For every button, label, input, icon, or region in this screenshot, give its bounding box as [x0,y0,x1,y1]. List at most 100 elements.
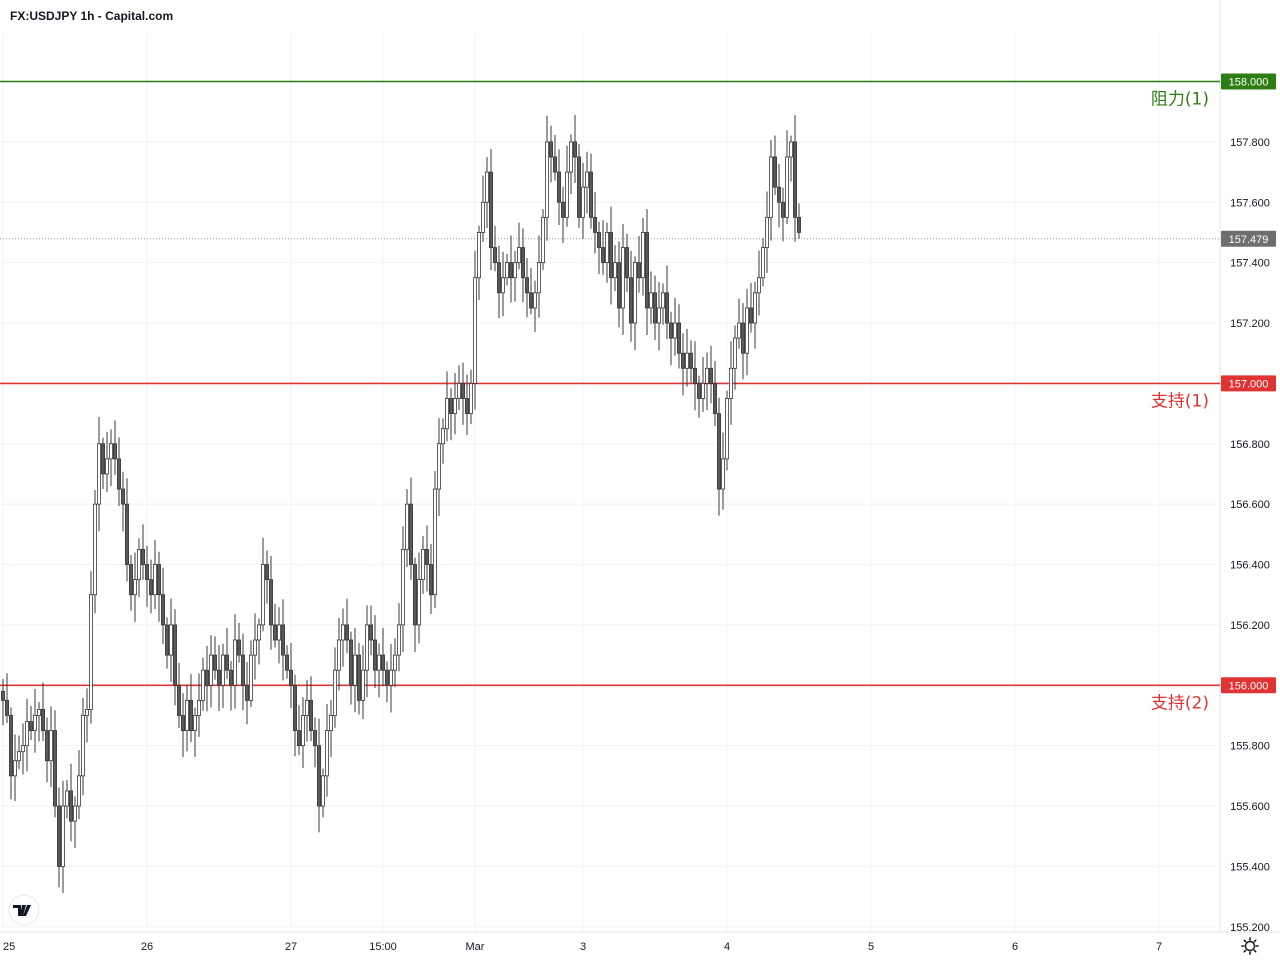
candle [105,432,110,492]
candle-body [140,549,145,565]
candle [148,559,153,614]
candle-body [172,624,177,686]
candle [336,617,341,691]
candle-body [136,549,141,581]
candle-body [148,579,153,596]
candle-body [701,382,706,399]
candle [324,704,329,797]
candle-body [113,443,118,460]
candle [689,340,694,383]
candle-body [364,624,369,671]
candle [573,114,578,183]
candle [256,618,261,665]
candle-body [645,232,650,309]
candle-body [188,699,193,731]
candle [61,780,66,893]
candle-body [105,458,110,475]
candle [629,250,634,342]
candle-body [328,715,333,731]
candle-body [384,669,389,686]
candle-body [268,579,273,626]
current-price-tag [1221,230,1276,247]
candle-body [5,699,10,716]
candle [372,615,377,688]
y-tick-label: 157.400 [1230,258,1270,270]
candle-body [452,398,457,414]
candle [121,471,126,532]
candle-body [641,232,646,279]
candle-body [793,141,798,218]
candle-body [216,669,221,686]
candle-body [200,669,205,701]
candle [480,175,485,243]
candle [713,361,718,427]
x-tick-label: 15:00 [369,941,397,953]
candle-body [12,760,17,777]
candle [224,627,229,679]
candle [581,163,586,239]
candle-body [24,721,29,747]
candle [0,679,6,726]
candle [73,796,78,848]
candle-body [545,141,550,218]
candle-body [304,699,309,716]
level-price-tag [1221,73,1276,90]
candle-body [224,654,229,671]
candle [785,130,790,225]
candle-body [761,247,766,279]
candle-body [168,624,173,656]
candle-body [593,216,598,233]
candle [432,470,437,609]
gear-icon[interactable] [1241,937,1259,955]
candle-body [565,171,570,218]
candle-body [8,715,13,777]
candle-body [765,216,770,248]
level-price-tag [1221,677,1276,694]
candle-body [312,730,317,747]
candle [697,375,702,418]
candle [416,552,421,644]
candle [364,605,369,698]
candle [192,707,197,757]
candle [164,617,169,669]
candle [264,550,269,604]
candle-body [753,292,758,324]
candle [236,622,241,663]
candle [613,245,618,291]
candle-body [152,564,157,596]
candle-body [61,805,66,867]
grid [0,0,1280,933]
candle [488,149,493,271]
tradingview-logo-icon[interactable] [8,894,40,926]
candle-body [28,721,33,731]
candle [24,698,29,772]
candle-body [388,669,393,686]
candle-body [77,775,82,807]
candle-body [196,699,201,716]
candle [513,250,518,302]
candle [757,250,762,316]
candle [113,420,118,475]
candle-body [276,624,281,641]
candle [609,206,614,305]
x-tick-label: 3 [580,941,586,953]
candle-body [316,745,321,807]
candle [109,429,114,487]
candle [773,135,778,195]
candle-body [396,624,401,656]
candle [448,388,453,441]
candle-body [757,277,762,294]
candle-body [797,216,802,233]
candle [769,139,774,241]
candle [525,258,530,318]
candle [240,633,245,711]
candle [33,689,38,753]
candle-body [264,564,269,581]
candle [368,605,373,656]
candle-body [436,443,441,490]
current-price-tag-label: 157.479 [1229,234,1269,246]
candle [276,607,281,664]
candle-body [749,307,754,324]
candle [749,282,754,333]
candle [41,682,46,741]
